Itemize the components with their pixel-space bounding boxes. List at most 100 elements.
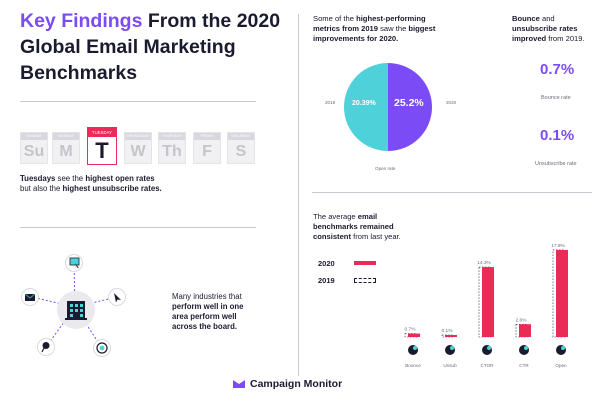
pie-intro-1b: highest-performing bbox=[356, 14, 426, 23]
page-title: Key Findings From the 2020 Global Email … bbox=[20, 8, 290, 86]
envelope-icon bbox=[556, 345, 566, 355]
bar-category-label: CTR bbox=[519, 363, 529, 368]
day-abbr: Su bbox=[23, 143, 45, 160]
rates-head-1: Bounce bbox=[512, 14, 540, 23]
title-part-3: Benchmarks bbox=[20, 62, 138, 84]
building-icon bbox=[65, 301, 87, 320]
pin-icon bbox=[37, 338, 55, 356]
consistent-3b: from last year. bbox=[350, 232, 401, 241]
consistent-caption: The average email benchmarks remained co… bbox=[313, 212, 473, 242]
bar-category-label: Open bbox=[555, 363, 567, 368]
pie-caption: Open rate bbox=[375, 166, 396, 171]
caption-see: see the bbox=[55, 174, 86, 183]
bar-2020-ctr bbox=[519, 324, 531, 337]
envelope-icon bbox=[21, 288, 39, 306]
caption-open-rates: highest open rates bbox=[85, 174, 155, 183]
legend-2020-label: 2020 bbox=[318, 259, 335, 268]
day-name: SUNDAY bbox=[21, 133, 47, 140]
tuesday-caption: Tuesdays see the highest open rates but … bbox=[20, 174, 260, 194]
campaign-monitor-logo-icon bbox=[233, 380, 245, 388]
rates-head-1b: and bbox=[539, 14, 555, 23]
pie-intro-2a: metrics from 2019 bbox=[313, 24, 379, 33]
unsub-rate-label: Unsubscribe rate bbox=[535, 161, 577, 167]
day-friday: FRIDAY F bbox=[193, 132, 221, 164]
day-abbr: W bbox=[130, 143, 146, 160]
bar-value-label: 14.3% bbox=[477, 260, 491, 266]
consistent-3a: consistent bbox=[313, 232, 351, 241]
day-tuesday: TUESDAY T bbox=[87, 127, 117, 165]
bar-value-label: 17.8% bbox=[551, 243, 565, 249]
title-highlight: Key Findings bbox=[20, 10, 143, 32]
day-saturday: SATURDAY S bbox=[227, 132, 255, 164]
envelope-icon-accent bbox=[561, 346, 565, 350]
industries-caption: Many industries that perform well in one… bbox=[172, 292, 292, 332]
pie-slice-2019 bbox=[344, 63, 388, 151]
vertical-divider bbox=[298, 14, 299, 376]
industries-line-2: perform well in one bbox=[172, 302, 244, 311]
day-abbr: F bbox=[202, 143, 212, 160]
legend-2019-swatch bbox=[354, 278, 376, 283]
bounce-rate-value: 0.7% bbox=[540, 61, 575, 78]
day-name: THURSDAY bbox=[159, 133, 185, 140]
bar-category-label: CTOR bbox=[481, 363, 495, 368]
legend-2019-label: 2019 bbox=[318, 276, 335, 285]
consistent-1b: email bbox=[357, 212, 378, 221]
industries-line-4: across the board. bbox=[172, 322, 237, 331]
caption-but-also: but also the bbox=[20, 184, 63, 193]
day-sunday: SUNDAY Su bbox=[20, 132, 48, 164]
day-abbr: S bbox=[235, 143, 247, 160]
day-name: FRIDAY bbox=[194, 133, 220, 140]
unsub-rate-value: 0.1% bbox=[540, 127, 575, 144]
rates-heading: Bounce and unsubscribe rates improved fr… bbox=[512, 14, 608, 44]
day-name: MONDAY bbox=[53, 133, 79, 140]
brand-name: Campaign Monitor bbox=[250, 378, 343, 390]
day-monday: MONDAY M bbox=[52, 132, 80, 164]
open-rate-pie bbox=[344, 63, 432, 151]
bar-value-label: 0.7% bbox=[405, 327, 417, 333]
industries-line-1: Many industries that bbox=[172, 292, 242, 301]
divider-2 bbox=[20, 227, 256, 228]
pie-intro-3: improvements for 2020. bbox=[313, 34, 399, 43]
cursor-icon bbox=[108, 288, 126, 306]
divider-3 bbox=[312, 192, 592, 193]
target-icon-accent bbox=[450, 346, 454, 350]
target-icon bbox=[93, 339, 111, 357]
pie-intro-2b: saw the bbox=[378, 24, 409, 33]
day-abbr: T bbox=[95, 138, 109, 163]
title-part-2: Global Email Marketing bbox=[20, 36, 236, 58]
legend-2020-swatch bbox=[354, 261, 376, 265]
consistent-2: benchmarks remained bbox=[313, 222, 394, 231]
industries-line-3: area perform well bbox=[172, 312, 237, 321]
cursor-screen-icon bbox=[65, 254, 83, 272]
bar-category-label: Bounce bbox=[405, 363, 421, 368]
cursor-screen-icon-accent bbox=[524, 346, 528, 350]
pie-intro: Some of the highest-performing metrics f… bbox=[313, 14, 493, 44]
day-abbr: M bbox=[59, 143, 73, 160]
bar-2020-open bbox=[556, 249, 568, 337]
pin-icon bbox=[408, 345, 418, 355]
cursor-screen-icon bbox=[519, 345, 529, 355]
bar-2020-bounce bbox=[408, 333, 420, 337]
bar-value-label: 0.1% bbox=[442, 328, 454, 334]
bar-2020-unsub bbox=[445, 335, 457, 337]
consistent-1a: The average bbox=[313, 212, 358, 221]
pie-intro-1a: Some of the bbox=[313, 14, 357, 23]
day-name: TUESDAY bbox=[88, 128, 116, 137]
pie-value-2020: 25.2% bbox=[394, 97, 424, 109]
caption-tuesdays: Tuesdays bbox=[20, 174, 56, 183]
bounce-rate-label: Bounce rate bbox=[541, 95, 571, 101]
bar-category-label: Unsub bbox=[443, 363, 457, 368]
brand-logo: Campaign Monitor bbox=[232, 375, 342, 393]
rates-head-3b: from 2019. bbox=[546, 34, 585, 43]
bar-value-label: 2.6% bbox=[516, 317, 528, 323]
day-thursday: THURSDAY Th bbox=[158, 132, 186, 164]
day-wednesday: WEDNESDAY W bbox=[124, 132, 152, 164]
pie-value-2019: 20.39% bbox=[352, 100, 376, 107]
day-abbr: Th bbox=[162, 143, 182, 160]
pie-intro-2c: biggest bbox=[408, 24, 436, 33]
rates-head-2: unsubscribe rates bbox=[512, 24, 578, 33]
rates-head-3a: improved bbox=[512, 34, 547, 43]
benchmarks-bar-chart: 0.7% Bounce 0.1% Unsub 14.3% CTOR 2.6% CTR 17.8%… bbox=[405, 243, 568, 368]
pie-label-2020: 2020 bbox=[446, 100, 457, 105]
cursor-icon-accent bbox=[487, 346, 491, 350]
